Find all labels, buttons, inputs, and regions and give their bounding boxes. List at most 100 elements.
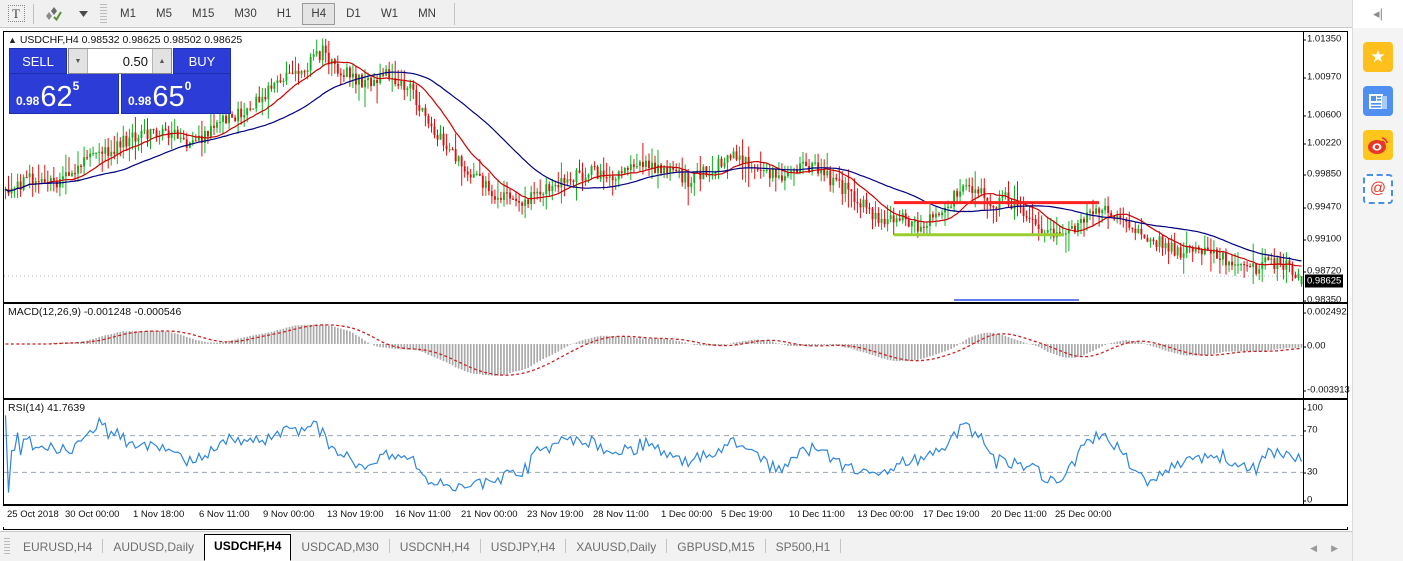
time-tick-2: 1 Nov 18:00	[133, 509, 185, 520]
chart-tab-xauusd-daily[interactable]: XAUUSD,Daily	[576, 540, 657, 554]
buy-button[interactable]: BUY	[173, 48, 231, 74]
news-icon[interactable]	[1363, 86, 1393, 116]
price-tick-5: 0.99470	[1302, 201, 1342, 213]
macd-tick-2: -0.003913	[1303, 384, 1350, 396]
rsi-tick-3: 0	[1302, 494, 1313, 506]
text-tool-icon: T	[7, 5, 25, 22]
timeframe-mn[interactable]: MN	[418, 7, 436, 20]
volume-decrease-icon[interactable]: ▼	[69, 49, 88, 73]
time-tick-3: 6 Nov 11:00	[199, 509, 250, 520]
chart-tab-usdjpy-h4[interactable]: USDJPY,H4	[490, 540, 556, 554]
chart-tab-bar: EURUSD,H4 AUDUSD,Daily USDCHF,H4 USDCAD,…	[0, 531, 1352, 561]
rsi-tick-1: 70	[1303, 424, 1318, 436]
chart-frame: ▲ USDCHF,H4 0.98532 0.98625 0.98502 0.98…	[3, 31, 1350, 530]
timeframe-m30[interactable]: M30	[234, 7, 257, 20]
current-price-label: 0.98625	[1305, 274, 1344, 288]
timeframe-d1[interactable]: D1	[346, 7, 361, 20]
time-tick-7: 21 Nov 00:00	[461, 509, 518, 520]
buy-price-big: 65	[152, 81, 185, 113]
time-tick-12: 10 Dec 11:00	[789, 509, 845, 520]
tab-divider	[764, 539, 766, 553]
price-tick-8: 0.98350	[1302, 294, 1342, 306]
rsi-pane[interactable]: RSI(14) 41.7639 100 70 30 0	[4, 400, 1347, 506]
objects-dropdown-button[interactable]	[70, 2, 96, 26]
volume-stepper[interactable]: ▼ 0.50 ▲	[68, 48, 172, 74]
chevron-down-icon	[78, 10, 88, 17]
time-tick-5: 13 Nov 19:00	[327, 509, 384, 520]
objects-button[interactable]	[41, 2, 67, 26]
chart-tab-sp500-h1[interactable]: SP500,H1	[775, 540, 831, 554]
chart-tab-audusd-daily[interactable]: AUDUSD,Daily	[113, 540, 195, 554]
price-tick-6: 0.99100	[1302, 233, 1342, 245]
timeframe-m5[interactable]: M5	[155, 7, 172, 20]
sell-price-prefix: 0.98	[16, 94, 40, 108]
timeframe-h4[interactable]: H4	[302, 2, 336, 25]
macd-pane[interactable]: MACD(12,26,9) -0.001248 -0.000546 0.0024…	[4, 304, 1350, 400]
buy-price-sup: 0	[184, 79, 192, 93]
tab-divider	[565, 539, 567, 553]
sidebar-icon-list: ★ @	[1353, 28, 1403, 204]
top-toolbar: T M1 M5 M15 M30 H1 H4 D1 W1 MN	[0, 0, 1352, 28]
sell-button[interactable]: SELL	[9, 48, 67, 74]
one-click-trading-panel[interactable]: SELL ▼ 0.50 ▲ BUY 0.98 62 5 0.98 65 0	[9, 48, 231, 114]
trade-panel-controls: SELL ▼ 0.50 ▲ BUY	[9, 48, 231, 74]
price-pane[interactable]: ▲ USDCHF,H4 0.98532 0.98625 0.98502 0.98…	[4, 32, 1347, 306]
time-tick-0: 25 Oct 2018	[7, 509, 59, 520]
weibo-icon[interactable]	[1363, 130, 1393, 160]
chart-tab-usdchf-h4[interactable]: USDCHF,H4	[204, 534, 292, 561]
weibo-glyph	[1368, 137, 1388, 154]
sell-price-display[interactable]: 0.98 62 5	[9, 74, 119, 114]
price-plot-area[interactable]	[4, 32, 1303, 302]
chart-header-text: USDCHF,H4 0.98532 0.98625 0.98502 0.9862…	[19, 34, 243, 46]
chart-tab-usdcad-m30[interactable]: USDCAD,M30	[301, 540, 379, 554]
time-tick-6: 16 Nov 11:00	[395, 509, 451, 520]
star-icon[interactable]: ★	[1363, 42, 1393, 72]
tab-divider	[479, 539, 481, 553]
timeframe-h1[interactable]: H1	[276, 7, 292, 20]
tab-divider	[840, 539, 842, 553]
macd-tick-1: 0.00	[1303, 340, 1326, 352]
collapse-arrow-icon[interactable]: ▲	[8, 35, 17, 45]
text-tool-button[interactable]: T	[3, 2, 29, 26]
toolbar-grip[interactable]	[100, 3, 107, 24]
sell-price-big: 62	[40, 81, 73, 113]
timeframe-m15[interactable]: M15	[191, 7, 215, 20]
collapse-panel-button[interactable]: ◂|	[1353, 0, 1403, 28]
buy-price-prefix: 0.98	[128, 94, 152, 108]
volume-input[interactable]: 0.50	[122, 53, 148, 69]
tab-scroll-left-icon[interactable]: ◀	[1310, 543, 1318, 553]
price-tick-7: 0.98720	[1302, 265, 1342, 277]
at-icon[interactable]: @	[1363, 174, 1393, 204]
macd-axis[interactable]: 0.002492 0.00 -0.003913	[1303, 304, 1350, 398]
toolbar-end-divider	[453, 2, 455, 25]
time-axis[interactable]: 25 Oct 2018 30 Oct 00:00 1 Nov 18:00 6 N…	[3, 505, 1348, 527]
tab-divider	[666, 539, 668, 553]
chart-tab-eurusd-h4[interactable]: EURUSD,H4	[23, 540, 93, 554]
price-axis[interactable]: 1.01350 1.00970 1.00600 1.00220 0.99850 …	[1302, 32, 1347, 306]
timeframe-bar: M1 M5 M15 M30 H1 H4 D1 W1 MN	[110, 0, 446, 27]
rsi-axis[interactable]: 100 70 30 0	[1302, 400, 1347, 506]
chart-tab-gbpusd-m15[interactable]: GBPUSD,M15	[677, 540, 755, 554]
rsi-chart	[4, 415, 1303, 493]
time-tick-16: 25 Dec 00:00	[1055, 509, 1112, 520]
buy-price-display[interactable]: 0.98 65 0	[121, 74, 231, 114]
chart-tab-usdcnh-h4[interactable]: USDCNH,H4	[399, 540, 470, 554]
volume-increase-icon[interactable]: ▲	[152, 49, 171, 73]
right-sidebar: ◂| ★ @	[1352, 0, 1403, 561]
tabbar-grip[interactable]	[4, 538, 10, 556]
timeframe-m1[interactable]: M1	[120, 7, 136, 20]
time-tick-14: 17 Dec 19:00	[923, 509, 980, 520]
price-tick-4: 0.99850	[1302, 168, 1342, 180]
price-tick-1: 1.00970	[1302, 71, 1342, 83]
time-tick-9: 28 Nov 11:00	[593, 509, 649, 520]
candlestick-chart	[4, 38, 1303, 301]
macd-plot-area[interactable]	[4, 304, 1303, 398]
rsi-plot-area[interactable]	[4, 400, 1303, 504]
price-tick-3: 1.00220	[1302, 137, 1342, 149]
tab-scroll-right-icon[interactable]: ▶	[1331, 543, 1338, 553]
time-tick-11: 5 Dec 19:00	[721, 509, 773, 520]
sell-price-sup: 5	[72, 79, 80, 93]
timeframe-w1[interactable]: W1	[380, 7, 399, 20]
macd-label: MACD(12,26,9) -0.001248 -0.000546	[8, 306, 182, 318]
price-tick-2: 1.00600	[1302, 109, 1342, 121]
